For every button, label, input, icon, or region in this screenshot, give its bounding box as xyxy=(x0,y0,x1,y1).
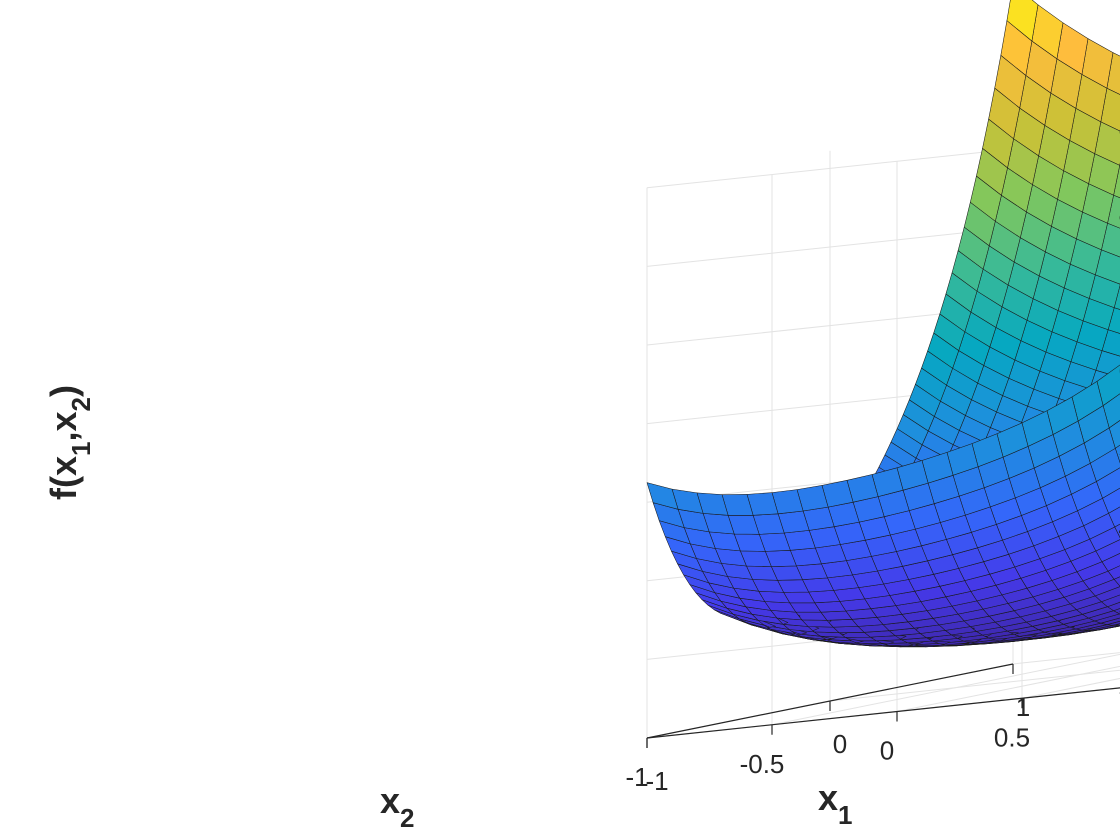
x2-tick-label: 0.5 xyxy=(994,722,1030,752)
z-gridline xyxy=(646,608,1120,660)
z-tick-label: 4 xyxy=(1119,513,1120,543)
z-gridline xyxy=(646,372,1120,425)
z-tick-label: 8 xyxy=(1119,198,1120,228)
z-tick-label: 7 xyxy=(1119,277,1120,307)
z-gridline xyxy=(646,451,1120,503)
z-tick-label: 9 xyxy=(1119,120,1120,150)
z-gridline xyxy=(646,137,1120,189)
x1-tick-label: 1 xyxy=(1016,692,1030,722)
x2-tick-label: 0 xyxy=(880,736,894,766)
x1-tick-label: 0 xyxy=(833,729,847,759)
z-tick-label: 5 xyxy=(1119,434,1120,464)
z-tick-label: 3 xyxy=(1119,591,1120,621)
axes-layer: 2345678910.50-0.5-1-101 xyxy=(625,120,1120,796)
z-gridline xyxy=(646,215,1120,267)
x2-axis-label: x2 xyxy=(380,780,415,833)
surface-facet xyxy=(646,482,679,510)
surface-layer xyxy=(646,0,1120,648)
z-gridline xyxy=(646,294,1120,346)
x2-tick-label: -0.5 xyxy=(740,749,785,779)
x1-tick-label: -1 xyxy=(645,766,668,796)
z-tick-label: 2 xyxy=(1119,670,1120,700)
x1-axis-label: x1 xyxy=(818,777,853,830)
x2-tick-label: -1 xyxy=(625,762,648,792)
z-tick-label: 6 xyxy=(1119,356,1120,386)
z-axis-label: f(x1,x2) xyxy=(43,385,96,500)
